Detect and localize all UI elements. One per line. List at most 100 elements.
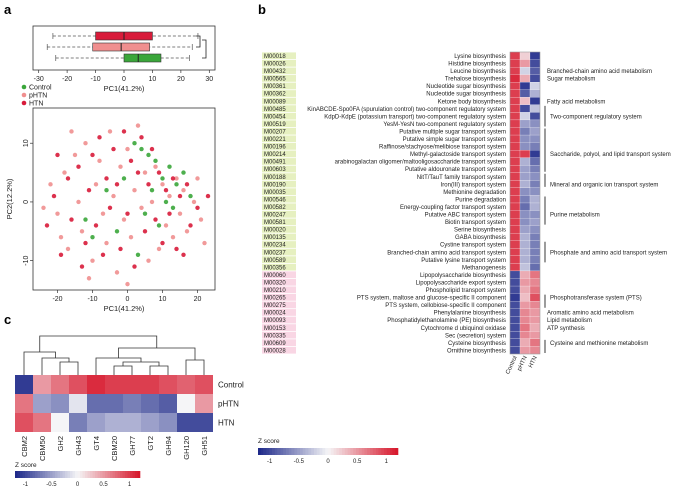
heatmap-b-cell (509, 285, 521, 294)
heatmap-c-cell (159, 394, 177, 413)
scatter-x-tick-label: -20 (52, 296, 62, 303)
heatmap-b-cell (509, 202, 521, 211)
annotation-label: Phosphate and amino acid transport syste… (550, 250, 667, 256)
legend-marker-control (21, 84, 27, 90)
heatmap-b-cell (519, 195, 531, 204)
heatmap-b-cell (529, 127, 541, 136)
module-code: M00237 (264, 250, 286, 256)
heatmap-c-cell (15, 413, 33, 432)
heatmap-c-cell (33, 394, 51, 413)
scatter-point-control (153, 158, 158, 164)
heatmap-c-colorbar-step (25, 471, 28, 478)
scatter-point-control (160, 176, 165, 181)
scatter-point-phtn (125, 146, 130, 152)
heatmap-c-cell (51, 394, 69, 413)
heatmap-b-cell (519, 119, 531, 128)
heatmap-b-cell (519, 112, 531, 121)
heatmap-b-cell (509, 82, 521, 90)
scatter-point-control (114, 229, 120, 234)
heatmap-b-colorbar-step (389, 448, 393, 455)
heatmap-c-colorbar-step (52, 471, 56, 478)
module-code-bg (262, 263, 296, 271)
module-code-bg (262, 316, 296, 324)
heatmap-c-colorbar-step (105, 471, 108, 478)
heatmap-b-cell (509, 270, 521, 279)
heatmap-c-col-label: GH43 (74, 436, 83, 456)
module-name: Phosphatidylethanolamine (PE) biosynthes… (387, 318, 506, 324)
heatmap-b-cell (529, 255, 541, 264)
heatmap-c-colorbar-step (40, 471, 43, 478)
module-name: Methyl-galactoside transport system (410, 152, 506, 158)
heatmap-c-cell (123, 394, 141, 413)
module-code-bg (262, 158, 296, 165)
module-code-bg (262, 241, 296, 248)
module-name: Leucine biosynthesis (450, 69, 506, 75)
scatter-point-htn (55, 152, 60, 158)
scatter-point-htn (121, 129, 127, 134)
heatmap-b-cell (519, 331, 531, 340)
heatmap-b-colorbar-step (339, 448, 343, 455)
panel-c: c Control pHTN HTN CBM2 CBM50 GH2 GH43 GT4 CBM20… (4, 312, 244, 488)
heatmap-c-colorbar-step (110, 471, 113, 478)
module-code-bg (262, 67, 296, 75)
module-name: PTS system, cellobiose-specific II compo… (385, 303, 506, 309)
scatter-point-phtn (191, 199, 197, 205)
box-x-tick-label: 10 (149, 76, 157, 83)
module-name: Putative ABC transport system (425, 213, 506, 219)
heatmap-b-cell (529, 74, 541, 83)
panel-a: a -30 -20 -10 0 10 20 30 PC1(41.2%) -20 -10 0 10 20… (4, 2, 216, 313)
heatmap-b-colorbar-step (283, 448, 287, 455)
heatmap-c-colorbar-step (50, 471, 53, 478)
module-name: Branched-chain amino acid transport syst… (387, 250, 506, 256)
heatmap-c-colorbar-step (45, 471, 48, 478)
module-name: Cysteine biosynthesis (448, 341, 506, 347)
heatmap-c-cell (87, 413, 105, 432)
heatmap-b-cell (509, 127, 521, 136)
heatmap-c-cell (177, 413, 195, 432)
module-code: M00485 (264, 107, 286, 113)
scatter-point-htn (184, 182, 190, 187)
module-name: YesM-YesN two-component regulatory syste… (383, 122, 506, 128)
module-name: Sec (secretion) system (445, 333, 506, 339)
scatter-point-phtn (202, 240, 207, 246)
module-code: M00609 (264, 341, 286, 347)
dendrogram-branch (95, 357, 142, 375)
heatmap-b-cell (529, 150, 541, 158)
scatter-point-htn (90, 152, 95, 158)
module-code-bg (262, 97, 296, 105)
heatmap-c-col-label: CBM2 (20, 436, 29, 457)
heatmap-b-colorbar-step (277, 448, 281, 455)
heatmap-b-legend-title: Z score (258, 438, 280, 445)
module-name: KdpD-KdpE (potassium transport) two-comp… (324, 114, 506, 120)
heatmap-b-cell (519, 165, 531, 173)
scatter-point-phtn (48, 182, 53, 187)
annotation-label: Saccharide, polyol, and lipid transport … (550, 152, 671, 158)
heatmap-b-cell (509, 157, 521, 166)
module-code: M00153 (264, 326, 286, 332)
module-code: M00018 (264, 54, 286, 60)
module-code: M00275 (264, 303, 286, 309)
scatter-point-phtn (181, 187, 186, 193)
heatmap-b-cell (529, 225, 541, 234)
heatmap-b-colorbar-step (280, 448, 284, 455)
heatmap-b-colorbar-step (258, 448, 262, 455)
module-name: Raffinose/stachyose/melibiose transport … (379, 145, 506, 151)
heatmap-b-cell (529, 331, 541, 340)
heatmap-c-colorbar-step (22, 471, 26, 478)
annotation-label: Mineral and organic ion transport system (550, 182, 658, 188)
module-code: M00135 (264, 235, 286, 241)
heatmap-b-cell (529, 308, 541, 317)
heatmap-b-cell (519, 59, 531, 68)
heatmap-b-colorbar-step (325, 448, 329, 455)
heatmap-b-cell (519, 97, 531, 105)
heatmap-c-colorbar-step (70, 471, 73, 478)
heatmap-c-cell (105, 413, 123, 432)
heatmap-c-colorbar-step (130, 471, 133, 478)
module-code: M00335 (264, 333, 286, 339)
heatmap-b-cell (509, 346, 521, 355)
heatmap-b-colorbar-step (353, 448, 357, 455)
heatmap-b-colorbar-step (361, 448, 365, 455)
module-code: M00320 (264, 280, 286, 286)
module-name: Putative multiple sugar transport system (399, 129, 506, 135)
module-name: Purine degradation (455, 197, 506, 203)
